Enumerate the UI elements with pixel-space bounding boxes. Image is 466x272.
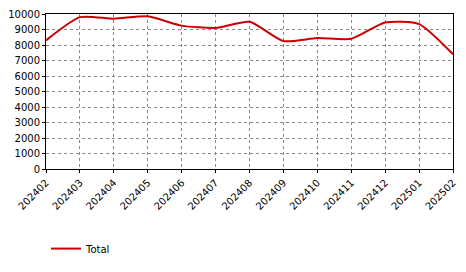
svg-text:5000: 5000	[15, 86, 40, 97]
svg-text:202502: 202502	[423, 177, 458, 212]
svg-text:202410: 202410	[287, 177, 322, 212]
svg-text:202404: 202404	[84, 177, 119, 212]
svg-text:202409: 202409	[254, 177, 289, 212]
svg-text:0: 0	[34, 164, 40, 175]
svg-text:9000: 9000	[15, 24, 40, 35]
svg-text:202412: 202412	[355, 177, 390, 212]
svg-text:202501: 202501	[389, 177, 424, 212]
svg-text:6000: 6000	[15, 71, 40, 82]
svg-text:2000: 2000	[15, 133, 40, 144]
svg-text:202408: 202408	[220, 177, 255, 212]
svg-text:3000: 3000	[15, 117, 40, 128]
svg-text:202403: 202403	[50, 177, 85, 212]
svg-text:7000: 7000	[15, 55, 40, 66]
svg-text:1000: 1000	[15, 148, 40, 159]
svg-text:Total: Total	[85, 244, 109, 255]
svg-text:4000: 4000	[15, 102, 40, 113]
svg-text:202402: 202402	[16, 177, 51, 212]
svg-text:10000: 10000	[8, 9, 40, 20]
svg-text:202405: 202405	[118, 177, 153, 212]
svg-text:202411: 202411	[321, 177, 356, 212]
svg-text:8000: 8000	[15, 40, 40, 51]
svg-text:202407: 202407	[186, 177, 221, 212]
svg-text:202406: 202406	[152, 177, 187, 212]
